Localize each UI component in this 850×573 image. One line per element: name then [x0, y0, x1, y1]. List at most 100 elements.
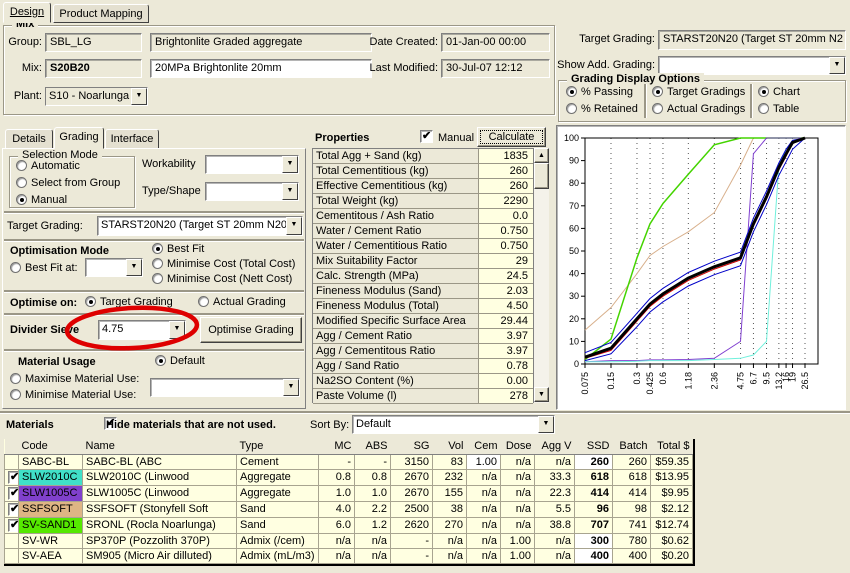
calculate-button[interactable]: Calculate [477, 127, 546, 147]
material-row-slw1005c[interactable]: SLW1005CSLW1005C (LinwoodAggregate1.01.0… [5, 485, 693, 501]
mix-code-field[interactable]: S20B20 [45, 59, 142, 78]
chevron-down-icon[interactable]: ▼ [282, 183, 298, 200]
radio-minimise-cost-nett[interactable]: Minimise Cost (Nett Cost) [152, 273, 292, 285]
sort-by-combobox[interactable]: Default▼ [352, 415, 555, 434]
column-header-name[interactable]: Name [83, 439, 237, 454]
property-value[interactable]: 278 [479, 389, 533, 403]
material-used-cell[interactable] [5, 548, 19, 563]
scrollbar-thumb[interactable] [534, 163, 549, 189]
radio-chart[interactable]: Chart [758, 86, 800, 98]
tab-design[interactable]: Design [3, 2, 51, 23]
material-row-slw2010c[interactable]: SLW2010CSLW2010C (LinwoodAggregate0.80.8… [5, 469, 693, 485]
property-value[interactable]: 0.78 [479, 359, 533, 373]
radio-optimise-target-grading[interactable]: Target Grading [85, 296, 173, 308]
radio-manual[interactable]: Manual [16, 194, 67, 206]
material-used-cell[interactable] [5, 469, 19, 485]
property-value[interactable]: 1835 [479, 149, 533, 163]
property-value[interactable]: 0.750 [479, 239, 533, 253]
radio-maximise-material-use[interactable]: Maximise Material Use: [10, 373, 139, 385]
column-header-total-[interactable]: Total $ [651, 439, 693, 454]
chevron-down-icon[interactable]: ▼ [286, 217, 302, 235]
column-header-check[interactable] [5, 439, 19, 454]
property-value[interactable]: 3.97 [479, 329, 533, 343]
tab-product-mapping[interactable]: Product Mapping [53, 4, 149, 23]
radio-table[interactable]: Table [758, 103, 799, 115]
tab-interface[interactable]: Interface [105, 129, 159, 149]
group-code-field[interactable]: SBL_LG [45, 33, 142, 52]
material-row-sv-aea[interactable]: SV-AEASM905 (Micro Air dilluted)Admix (m… [5, 548, 693, 563]
property-value[interactable]: 0.750 [479, 224, 533, 238]
material-used-checkbox[interactable] [8, 503, 19, 516]
material-row-sv-sand1[interactable]: SV-SAND1SRONL (Rocla Noarlunga)Sand6.01.… [5, 517, 693, 533]
column-header-type[interactable]: Type [237, 439, 319, 454]
radio-automatic[interactable]: Automatic [16, 160, 80, 172]
material-used-checkbox[interactable] [8, 487, 19, 500]
column-header-code[interactable]: Code [19, 439, 83, 454]
column-header-cem[interactable]: Cem [467, 439, 501, 454]
material-used-checkbox[interactable] [8, 519, 19, 532]
material-used-checkbox[interactable] [8, 471, 19, 484]
material-use-combobox[interactable]: ▼ [150, 378, 300, 397]
scroll-down-icon[interactable]: ▼ [534, 387, 549, 402]
properties-scrollbar[interactable]: ▲ ▼ [533, 148, 549, 403]
group-description-field[interactable]: Brightonlite Graded aggregate [150, 33, 372, 52]
chevron-down-icon[interactable]: ▼ [126, 259, 142, 276]
optimise-grading-button[interactable]: Optimise Grading [200, 317, 302, 343]
material-row-sv-wr[interactable]: SV-WRSP370P (Pozzolith 370P)Admix (/cem)… [5, 533, 693, 548]
divider-sieve-combobox[interactable]: 4.75▼ [98, 320, 186, 340]
property-value[interactable]: 3.97 [479, 344, 533, 358]
tab-grading[interactable]: Grading [54, 127, 104, 149]
mix-description-field[interactable]: 20MPa Brightonlite 20mm [150, 59, 372, 78]
radio-select-from-group[interactable]: Select from Group [16, 177, 120, 189]
property-value[interactable]: 260 [479, 164, 533, 178]
plant-combobox[interactable]: S10 - Noarlunga ▼ [45, 87, 148, 106]
target-grading-combobox[interactable]: STARST20N20 (Target ST 20mm N20 gra▼ [97, 216, 303, 236]
material-row-ssfsoft[interactable]: SSFSOFTSSFSOFT (Stonyfell SoftSand4.02.2… [5, 501, 693, 517]
chevron-down-icon[interactable]: ▼ [829, 57, 845, 74]
column-header-mc[interactable]: MC [319, 439, 355, 454]
column-header-ssd[interactable]: SSD [575, 439, 613, 454]
column-header-dose[interactable]: Dose [501, 439, 535, 454]
property-value[interactable]: 0.00 [479, 374, 533, 388]
column-header-agg-v[interactable]: Agg V [535, 439, 575, 454]
column-header-sg[interactable]: SG [391, 439, 433, 454]
best-fit-at-combobox[interactable]: ▼ [85, 258, 143, 277]
property-value[interactable]: 24.5 [479, 269, 533, 283]
chevron-down-icon[interactable]: ▼ [169, 321, 185, 339]
material-row-sabc-bl[interactable]: SABC-BLSABC-BL (ABCCement--3150831.00n/a… [5, 454, 693, 469]
chevron-down-icon[interactable]: ▼ [282, 156, 298, 173]
column-header-abs[interactable]: ABS [355, 439, 391, 454]
radio-actual-gradings[interactable]: Actual Gradings [652, 103, 745, 115]
radio-optimise-actual-grading[interactable]: Actual Grading [198, 296, 286, 308]
radio-minimise-material-use[interactable]: Minimise Material Use: [10, 389, 136, 401]
material-used-cell[interactable] [5, 501, 19, 517]
property-value[interactable]: 29.44 [479, 314, 533, 328]
property-value[interactable]: 260 [479, 179, 533, 193]
radio-percent-passing[interactable]: % Passing [566, 86, 633, 98]
chevron-down-icon[interactable]: ▼ [538, 416, 554, 433]
property-value[interactable]: 0.0 [479, 209, 533, 223]
property-value[interactable]: 2290 [479, 194, 533, 208]
column-header-vol[interactable]: Vol [433, 439, 467, 454]
radio-best-fit-at[interactable]: Best Fit at: [10, 262, 78, 274]
chevron-down-icon[interactable]: ▼ [283, 379, 299, 396]
type-shape-combobox[interactable]: ▼ [205, 182, 299, 201]
radio-material-default[interactable]: Default [155, 355, 205, 367]
property-value[interactable]: 29 [479, 254, 533, 268]
radio-percent-retained[interactable]: % Retained [566, 103, 638, 115]
column-header-batch[interactable]: Batch [613, 439, 651, 454]
manual-checkbox[interactable] [420, 130, 433, 143]
material-used-cell[interactable] [5, 485, 19, 501]
tab-details[interactable]: Details [5, 129, 53, 149]
radio-target-gradings[interactable]: Target Gradings [652, 86, 745, 98]
material-used-cell[interactable] [5, 533, 19, 548]
property-value[interactable]: 4.50 [479, 299, 533, 313]
property-value[interactable]: 2.03 [479, 284, 533, 298]
scroll-up-icon[interactable]: ▲ [534, 148, 549, 163]
chevron-down-icon[interactable]: ▼ [131, 88, 147, 105]
workability-combobox[interactable]: ▼ [205, 155, 299, 174]
material-used-cell[interactable] [5, 454, 19, 469]
radio-minimise-cost-total[interactable]: Minimise Cost (Total Cost) [152, 258, 295, 270]
material-used-cell[interactable] [5, 517, 19, 533]
radio-best-fit[interactable]: Best Fit [152, 243, 204, 255]
